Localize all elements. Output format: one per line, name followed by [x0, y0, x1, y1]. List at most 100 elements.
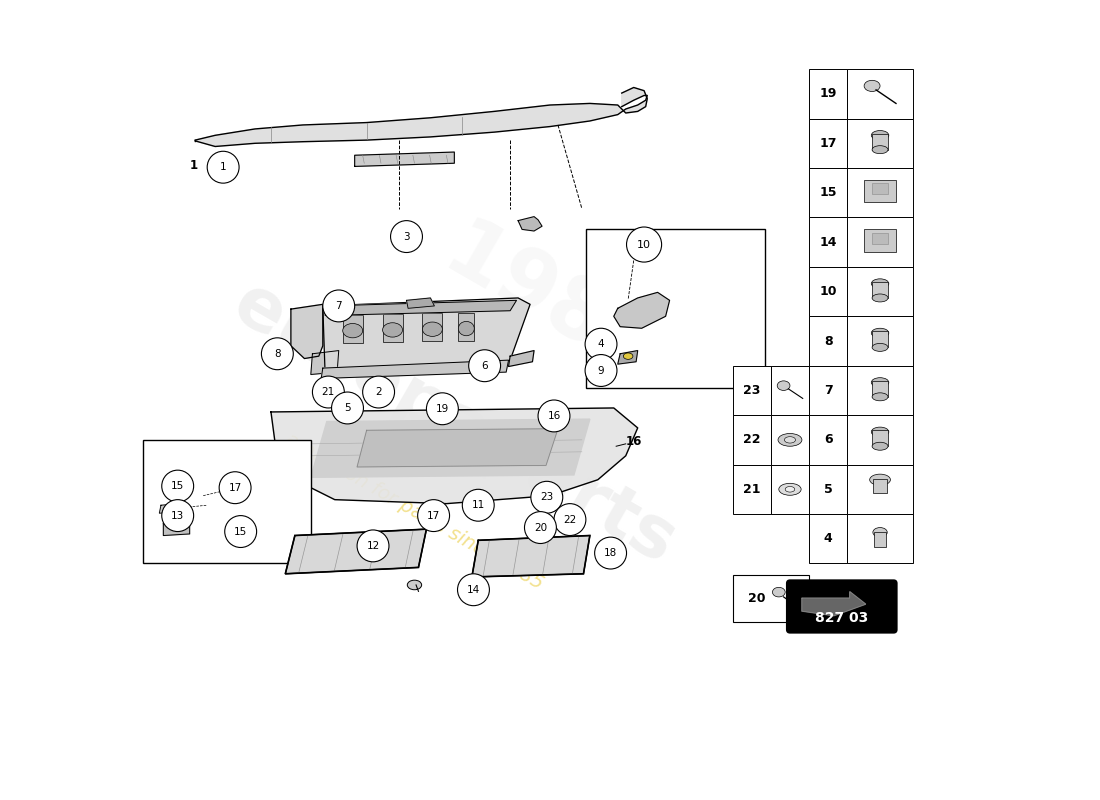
FancyBboxPatch shape	[733, 415, 771, 465]
Circle shape	[525, 512, 557, 543]
Circle shape	[554, 504, 586, 535]
FancyBboxPatch shape	[865, 180, 896, 202]
Text: 21: 21	[321, 387, 336, 397]
Text: 6: 6	[824, 434, 833, 446]
FancyBboxPatch shape	[422, 314, 442, 341]
Ellipse shape	[407, 580, 421, 590]
FancyBboxPatch shape	[810, 118, 847, 168]
Ellipse shape	[872, 393, 888, 401]
Polygon shape	[326, 300, 517, 315]
Text: 16: 16	[548, 411, 561, 421]
Text: 20: 20	[748, 592, 766, 605]
Circle shape	[538, 400, 570, 432]
FancyBboxPatch shape	[847, 218, 913, 267]
Ellipse shape	[785, 486, 794, 492]
Text: 15: 15	[234, 526, 248, 537]
Ellipse shape	[624, 353, 632, 359]
Text: a passion for parts since 1985: a passion for parts since 1985	[283, 430, 547, 594]
Circle shape	[162, 470, 194, 502]
Circle shape	[358, 530, 389, 562]
FancyBboxPatch shape	[810, 366, 847, 415]
Text: 5: 5	[344, 403, 351, 413]
FancyBboxPatch shape	[166, 517, 186, 526]
Polygon shape	[802, 592, 866, 616]
Text: 21: 21	[742, 482, 760, 496]
Ellipse shape	[871, 279, 889, 288]
FancyBboxPatch shape	[872, 282, 888, 298]
FancyBboxPatch shape	[847, 118, 913, 168]
FancyBboxPatch shape	[872, 134, 888, 150]
Ellipse shape	[459, 322, 474, 336]
Circle shape	[390, 221, 422, 253]
Text: 11: 11	[472, 500, 485, 510]
Polygon shape	[358, 429, 558, 467]
Text: 2: 2	[375, 387, 382, 397]
FancyBboxPatch shape	[810, 316, 847, 366]
Text: 10: 10	[637, 239, 651, 250]
Ellipse shape	[778, 434, 802, 446]
FancyBboxPatch shape	[733, 465, 771, 514]
FancyBboxPatch shape	[872, 331, 888, 347]
Text: 15: 15	[172, 481, 185, 491]
Circle shape	[585, 354, 617, 386]
Text: 22: 22	[563, 514, 576, 525]
Text: 14: 14	[820, 236, 837, 249]
FancyBboxPatch shape	[810, 514, 847, 563]
Polygon shape	[163, 522, 189, 535]
Circle shape	[585, 328, 617, 360]
FancyBboxPatch shape	[586, 229, 766, 388]
Ellipse shape	[422, 322, 442, 336]
Text: 10: 10	[820, 285, 837, 298]
Text: 8: 8	[274, 349, 280, 358]
Circle shape	[262, 338, 294, 370]
Polygon shape	[618, 350, 638, 364]
Polygon shape	[321, 360, 508, 378]
Text: 1985: 1985	[429, 211, 671, 398]
Ellipse shape	[871, 130, 889, 140]
Text: 13: 13	[172, 510, 185, 521]
Circle shape	[162, 500, 194, 531]
Circle shape	[531, 482, 563, 514]
Polygon shape	[407, 298, 434, 308]
Polygon shape	[354, 152, 454, 166]
Circle shape	[458, 574, 490, 606]
Circle shape	[627, 227, 661, 262]
Text: 17: 17	[820, 137, 837, 150]
Polygon shape	[472, 535, 590, 577]
FancyBboxPatch shape	[872, 381, 888, 397]
FancyBboxPatch shape	[872, 183, 888, 194]
Text: 4: 4	[824, 532, 833, 546]
Circle shape	[469, 350, 500, 382]
Circle shape	[427, 393, 459, 425]
FancyBboxPatch shape	[771, 415, 810, 465]
Ellipse shape	[873, 527, 888, 537]
Text: 12: 12	[366, 541, 379, 551]
Ellipse shape	[779, 483, 801, 495]
FancyBboxPatch shape	[810, 218, 847, 267]
FancyBboxPatch shape	[459, 313, 474, 341]
Text: 9: 9	[597, 366, 604, 375]
Text: 22: 22	[742, 434, 760, 446]
Text: 19: 19	[436, 404, 449, 414]
Ellipse shape	[872, 294, 888, 302]
Text: 7: 7	[824, 384, 833, 397]
Text: europaparts: europaparts	[221, 269, 688, 578]
Text: 1: 1	[189, 159, 198, 172]
Text: 16: 16	[626, 435, 642, 449]
Text: 4: 4	[597, 339, 604, 349]
FancyBboxPatch shape	[847, 168, 913, 218]
Circle shape	[595, 537, 627, 569]
FancyBboxPatch shape	[872, 233, 888, 244]
Ellipse shape	[871, 328, 889, 338]
FancyBboxPatch shape	[847, 69, 913, 118]
Ellipse shape	[871, 378, 889, 387]
Text: 23: 23	[742, 384, 760, 397]
Polygon shape	[195, 87, 647, 146]
FancyBboxPatch shape	[847, 316, 913, 366]
Polygon shape	[322, 298, 530, 376]
Polygon shape	[271, 408, 638, 504]
FancyBboxPatch shape	[865, 230, 896, 252]
Circle shape	[462, 490, 494, 521]
Ellipse shape	[383, 322, 403, 337]
FancyBboxPatch shape	[847, 415, 913, 465]
